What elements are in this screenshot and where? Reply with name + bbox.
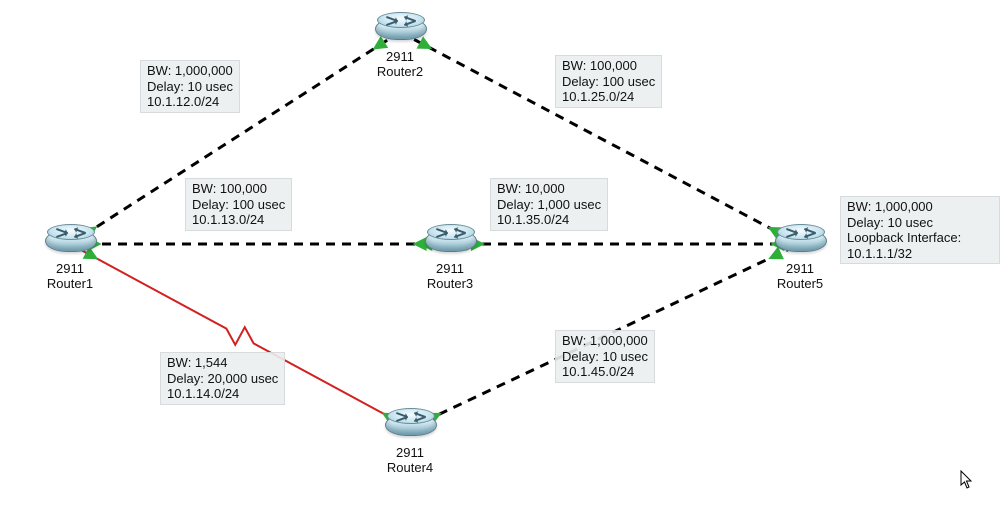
router-label: 2911Router5 — [770, 262, 830, 292]
router-icon — [425, 224, 475, 260]
delay: Delay: 10 usec — [562, 349, 648, 365]
link-info-r4r5: BW: 1,000,000Delay: 10 usec10.1.45.0/24 — [555, 330, 655, 383]
net: 10.1.13.0/24 — [192, 212, 285, 228]
bw: BW: 100,000 — [562, 58, 655, 74]
router-label: 2911Router4 — [380, 446, 440, 476]
delay: Delay: 100 usec — [192, 197, 285, 213]
delay: Delay: 20,000 usec — [167, 371, 278, 387]
net: 10.1.25.0/24 — [562, 89, 655, 105]
r5-loopback: Loopback Interface: 10.1.1.1/32 — [847, 230, 993, 261]
link-info-r1r4: BW: 1,544Delay: 20,000 usec10.1.14.0/24 — [160, 352, 285, 405]
router-name: Router3 — [420, 277, 480, 292]
router-icon — [375, 12, 425, 48]
router-router5[interactable]: 2911Router5 — [770, 224, 830, 292]
bw: BW: 1,000,000 — [147, 63, 233, 79]
net: 10.1.12.0/24 — [147, 94, 233, 110]
mouse-cursor-icon — [960, 470, 974, 490]
router-model: 2911 — [40, 262, 100, 277]
router-model: 2911 — [380, 446, 440, 461]
router-icon — [45, 224, 95, 260]
bw: BW: 10,000 — [497, 181, 601, 197]
delay: Delay: 1,000 usec — [497, 197, 601, 213]
router5-loopback-info: BW: 1,000,000 Delay: 10 usec Loopback In… — [840, 196, 1000, 264]
router-model: 2911 — [770, 262, 830, 277]
router-model: 2911 — [420, 262, 480, 277]
delay: Delay: 10 usec — [147, 79, 233, 95]
router-router3[interactable]: 2911Router3 — [420, 224, 480, 292]
r5-bw: BW: 1,000,000 — [847, 199, 993, 215]
net: 10.1.45.0/24 — [562, 364, 648, 380]
diagram-canvas: { "canvas": { "width": 1000, "height": 5… — [0, 0, 1000, 508]
link-info-r1r3: BW: 100,000Delay: 100 usec10.1.13.0/24 — [185, 178, 292, 231]
router-label: 2911Router3 — [420, 262, 480, 292]
link-info-r1r2: BW: 1,000,000Delay: 10 usec10.1.12.0/24 — [140, 60, 240, 113]
router-model: 2911 — [370, 50, 430, 65]
bw: BW: 1,000,000 — [562, 333, 648, 349]
link-info-r2r5: BW: 100,000Delay: 100 usec10.1.25.0/24 — [555, 55, 662, 108]
r5-delay: Delay: 10 usec — [847, 215, 993, 231]
bw: BW: 1,544 — [167, 355, 278, 371]
net: 10.1.35.0/24 — [497, 212, 601, 228]
router-name: Router1 — [40, 277, 100, 292]
router-icon — [385, 408, 435, 444]
bw: BW: 100,000 — [192, 181, 285, 197]
router-name: Router4 — [380, 461, 440, 476]
router-name: Router2 — [370, 65, 430, 80]
delay: Delay: 100 usec — [562, 74, 655, 90]
router-label: 2911Router1 — [40, 262, 100, 292]
router-router2[interactable]: 2911Router2 — [370, 12, 430, 80]
router-router1[interactable]: 2911Router1 — [40, 224, 100, 292]
net: 10.1.14.0/24 — [167, 386, 278, 402]
router-label: 2911Router2 — [370, 50, 430, 80]
router-name: Router5 — [770, 277, 830, 292]
router-icon — [775, 224, 825, 260]
link-info-r3r5: BW: 10,000Delay: 1,000 usec10.1.35.0/24 — [490, 178, 608, 231]
router-router4[interactable]: 2911Router4 — [380, 408, 440, 476]
